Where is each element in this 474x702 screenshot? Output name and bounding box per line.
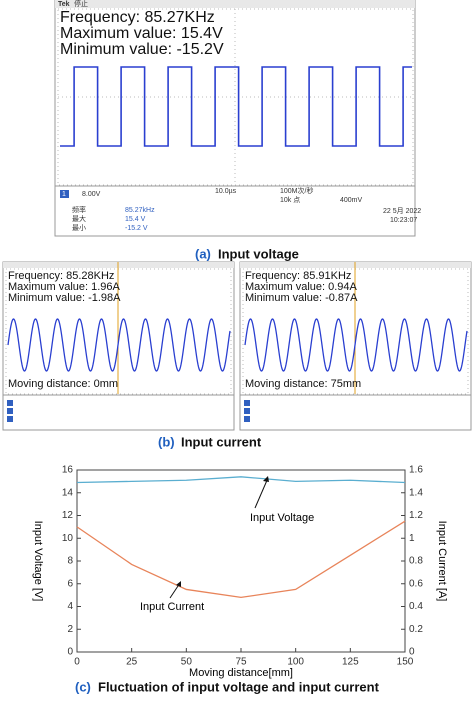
brand: Tek: [58, 1, 70, 8]
chart-title: Fluctuation of input voltage and input c…: [98, 679, 380, 694]
readout-label: 最大: [72, 214, 86, 223]
readout-row: [7, 416, 13, 422]
y2-tick-label: 1.2: [409, 510, 423, 521]
waveform: [60, 66, 412, 147]
y-tick-label: 14: [62, 487, 74, 498]
rate: 100M次/秒: [280, 186, 313, 195]
y2-tick-label: 0.6: [409, 578, 423, 589]
x-tick-label: 0: [74, 657, 80, 668]
y-tick-label: 6: [67, 578, 73, 589]
x-tick-label: 150: [397, 657, 414, 668]
channel: 1: [62, 191, 66, 198]
maximum: Maximum value: 15.4V: [60, 25, 223, 42]
time: 10:23:07: [390, 217, 417, 224]
annotation: Input Voltage: [250, 512, 314, 524]
y-tick-label: 16: [62, 465, 74, 476]
distance: Moving distance: 75mm: [245, 378, 361, 390]
chart: 0 25 50 75 100 125 150024681012141600.20.40.60…: [62, 465, 423, 668]
series-line: [76, 520, 406, 599]
x-tick-label: 75: [235, 657, 247, 668]
annotation: Input Current: [140, 601, 204, 613]
frequency: Frequency: 85.27KHz: [60, 9, 215, 26]
caption-label: (a): [195, 246, 211, 261]
y2-tick-label: 0.8: [409, 556, 423, 567]
distance: Moving distance: 0mm: [8, 378, 118, 390]
y2-tick-label: 0.2: [409, 624, 423, 635]
arrow-head: [263, 476, 269, 482]
readout-value: -15.2 V: [125, 225, 148, 232]
y2-tick-label: 0: [409, 647, 415, 658]
x-axis-label: Moving distance[mm]: [189, 667, 293, 679]
maximum: Maximum value: 1.96A: [8, 281, 121, 293]
y-tick-label: 0: [67, 647, 73, 658]
scale: 8.00V: [82, 191, 101, 198]
status: 停止: [74, 0, 88, 8]
channel-badge: [60, 190, 69, 198]
y2-tick-label: 1: [409, 533, 415, 544]
readout-value: 15.4 V: [125, 216, 146, 223]
caption-label: (c): [75, 679, 91, 694]
x-tick-label: 50: [181, 657, 193, 668]
y-axis-label: Input Voltage [V]: [32, 521, 44, 602]
y2-tick-label: 1.4: [409, 487, 423, 498]
timebase: 10.0µs: [215, 188, 237, 195]
scope-topbar: [55, 0, 415, 8]
readout-value: 85.27kHz: [125, 207, 155, 214]
readout-label: 频率: [72, 205, 86, 214]
points: 10k 点: [280, 196, 300, 204]
maximum: Maximum value: 0.94A: [245, 281, 358, 293]
caption: Input current: [181, 434, 262, 449]
x-tick-label: 25: [126, 657, 138, 668]
readout-row: [244, 416, 250, 422]
readout-row: [7, 400, 13, 406]
minimum: Minimum value: -0.87A: [245, 292, 358, 304]
sine-wave: [244, 318, 468, 372]
caption: Input voltage: [218, 246, 299, 261]
frequency: Frequency: 85.91KHz: [245, 270, 351, 282]
y-tick-label: 10: [62, 533, 74, 544]
frequency: Frequency: 85.28KHz: [8, 270, 114, 282]
series-line: [76, 476, 406, 484]
minimum: Minimum value: -1.98A: [8, 292, 121, 304]
x-tick-label: 100: [287, 657, 304, 668]
readout-row: [244, 408, 250, 414]
x-tick-label: 125: [342, 657, 359, 668]
readout-label: 最小: [72, 223, 86, 232]
sine-wave: [7, 318, 231, 372]
y-tick-label: 8: [67, 556, 73, 567]
y2-tick-label: 1.6: [409, 465, 423, 476]
y-tick-label: 2: [67, 624, 73, 635]
y2-axis-label: Input Current [A]: [436, 521, 448, 602]
y-tick-label: 12: [62, 510, 74, 521]
readout-row: [7, 408, 13, 414]
readout-row: [244, 400, 250, 406]
square-wave: [60, 66, 412, 147]
y2-tick-label: 0.4: [409, 601, 423, 612]
scope-grid: [57, 8, 414, 186]
y-tick-label: 4: [67, 601, 73, 612]
readouts: 频率 85.27kHz 最大 15.4 V 最小 -15.2 V: [72, 205, 155, 232]
date: 22 5月 2022: [383, 207, 421, 215]
annotation-arrow: [254, 477, 269, 509]
trigger: 400mV: [340, 197, 363, 204]
arrow-head: [176, 581, 181, 587]
caption-label: (b): [158, 434, 175, 449]
minimum: Minimum value: -15.2V: [60, 41, 224, 58]
